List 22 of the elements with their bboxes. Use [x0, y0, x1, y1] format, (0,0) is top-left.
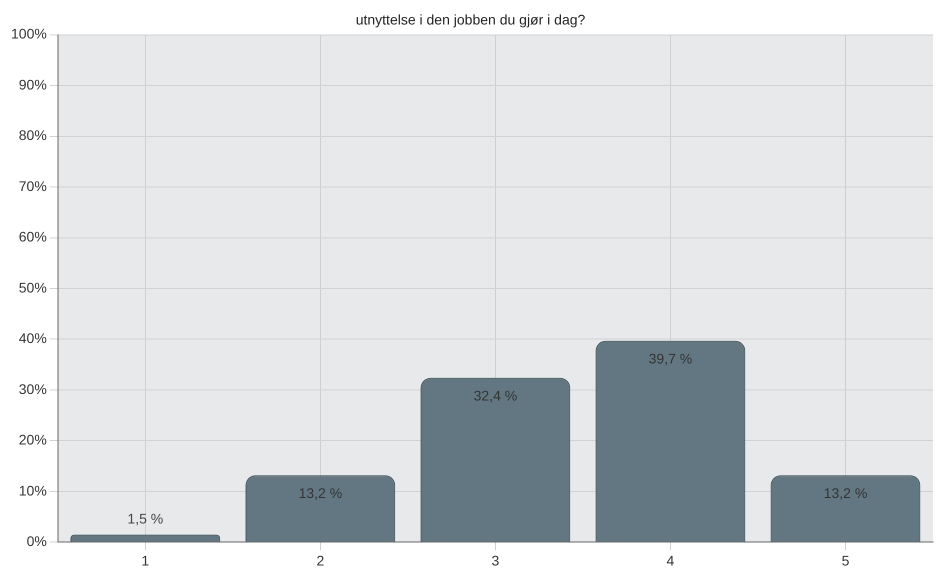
y-tick-label: 80% — [18, 127, 47, 144]
x-tick-label: 3 — [492, 552, 500, 568]
y-tick-label: 100% — [10, 26, 47, 42]
y-tick-label: 10% — [18, 482, 47, 498]
y-tick-label: 60% — [18, 228, 47, 245]
data-label: 32,4 % — [474, 388, 518, 404]
data-label: 1,5 % — [127, 510, 164, 526]
y-tick-label: 90% — [18, 76, 47, 92]
x-tick-label: 2 — [316, 552, 324, 568]
y-tick-label: 30% — [18, 380, 47, 397]
y-tick-label: 0% — [26, 533, 47, 550]
y-tick-label: 40% — [18, 330, 47, 346]
x-tick-label: 5 — [842, 552, 850, 568]
x-tick-label: 4 — [666, 552, 675, 568]
data-label: 13,2 % — [298, 485, 342, 502]
x-tick-label: 1 — [141, 552, 150, 568]
y-tick-label: 50% — [18, 279, 47, 296]
y-tick-label: 20% — [18, 432, 47, 448]
chart-title: utnyttelse i den jobben du gjør i dag? — [356, 11, 586, 28]
data-label: 39,7 % — [648, 350, 692, 367]
data-label: 13,2 % — [824, 485, 868, 502]
y-tick-label: 70% — [18, 178, 47, 194]
